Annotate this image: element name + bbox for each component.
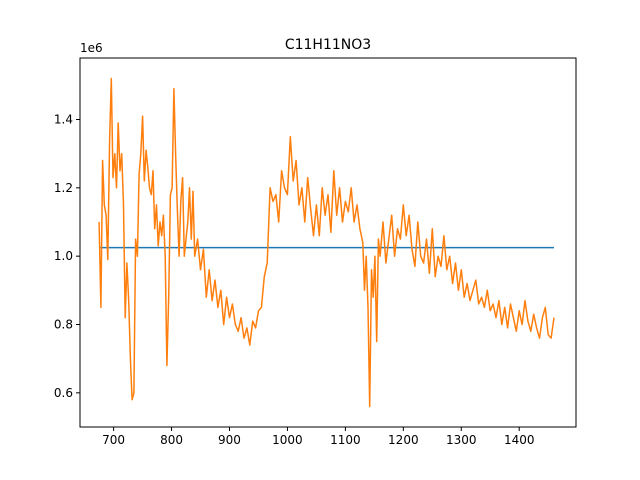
- y-tick-label: 1.4: [54, 113, 73, 127]
- y-axis-ticks: 0.6 0.8 1.0 1.2 1.4: [54, 113, 80, 400]
- y-tick-label: 1.0: [54, 249, 73, 263]
- x-tick-label: 800: [160, 433, 183, 447]
- x-tick-label: 1000: [272, 433, 303, 447]
- chart-title: C11H11NO3: [285, 37, 371, 53]
- plot-series: [98, 77, 555, 408]
- x-axis-ticks: 700 800 900 1000 1100 1200 1300 1400: [102, 427, 534, 447]
- y-tick-label: 0.6: [54, 386, 73, 400]
- x-tick-label: 1300: [446, 433, 477, 447]
- x-tick-label: 1100: [330, 433, 361, 447]
- x-tick-label: 700: [102, 433, 125, 447]
- series-line-2: [98, 77, 555, 408]
- y-tick-label: 1.2: [54, 181, 73, 195]
- plot-frame: [79, 57, 577, 428]
- x-tick-label: 1400: [504, 433, 535, 447]
- y-offset-label: 1e6: [80, 41, 103, 55]
- x-tick-label: 900: [218, 433, 241, 447]
- y-tick-label: 0.8: [54, 318, 73, 332]
- x-tick-label: 1200: [388, 433, 419, 447]
